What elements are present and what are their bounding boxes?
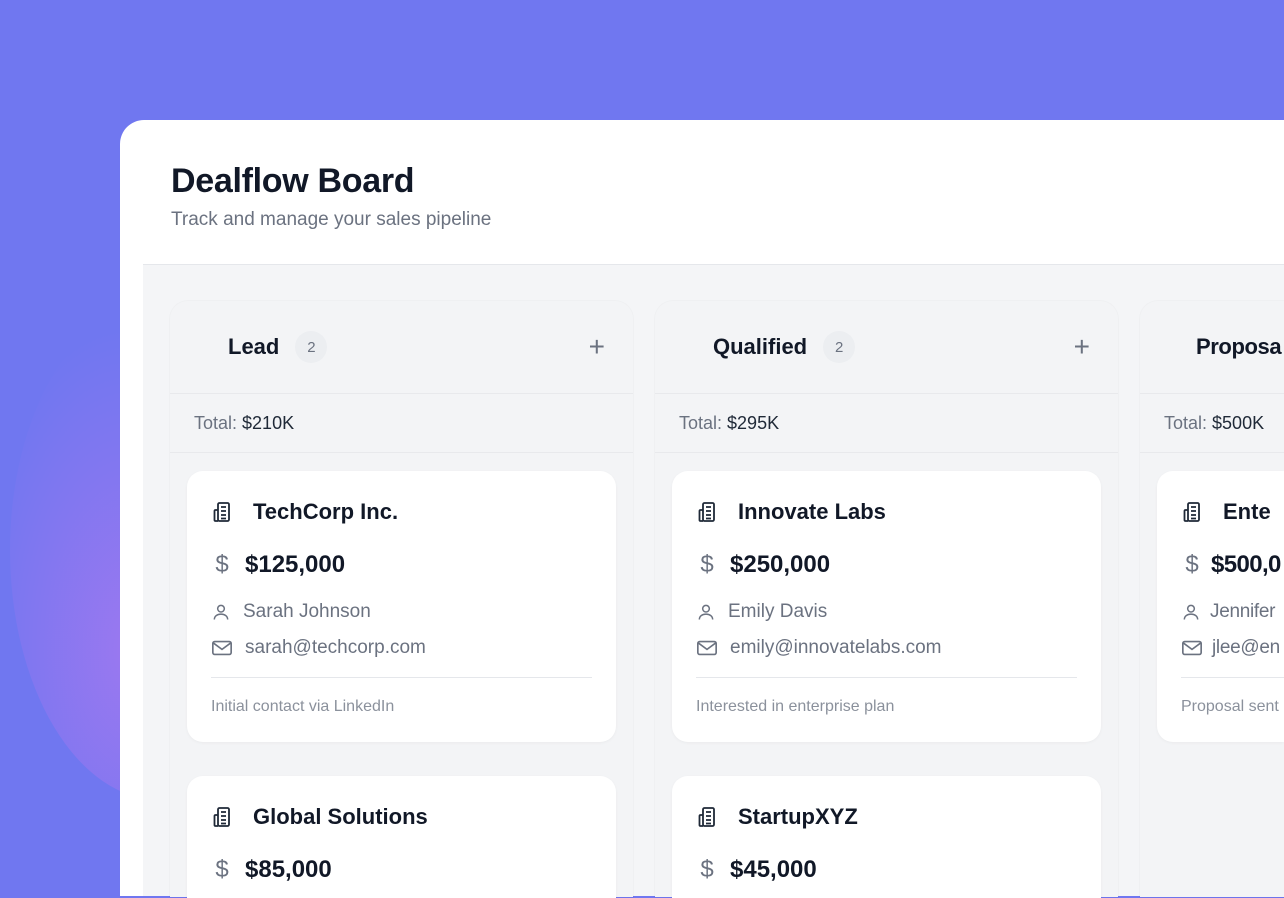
page-header: Dealflow Board Track and manage your sal… (171, 162, 491, 231)
column-title: Qualified (713, 334, 808, 359)
deal-card[interactable]: StartupXYZ $ $45,000 (672, 776, 1101, 898)
company-name: Global Solutions (253, 804, 428, 829)
total-label: Total: (1164, 412, 1208, 433)
column-proposa: Proposa Total: $500K Ente $ $500,0 Jennife… (1140, 301, 1284, 897)
deal-amount: $85,000 (245, 856, 332, 883)
dollar-icon: $ (215, 856, 229, 883)
column-header: Lead 2 + (170, 301, 633, 394)
total-value: $295K (727, 412, 780, 433)
building-icon (211, 805, 235, 829)
column-total: Total: $210K (170, 394, 633, 453)
deal-card[interactable]: Global Solutions $ $85,000 (187, 776, 616, 898)
page-subtitle: Track and manage your sales pipeline (171, 209, 492, 230)
contact-name: Jennifer (1210, 601, 1276, 622)
column-title: Proposa (1196, 334, 1282, 359)
total-value: $500K (1212, 412, 1265, 433)
building-icon (1181, 500, 1205, 524)
total-label: Total: (679, 412, 723, 433)
deal-amount: $45,000 (730, 856, 817, 883)
dollar-icon: $ (700, 551, 714, 578)
add-deal-button[interactable]: + (1073, 331, 1090, 362)
board-panel: Dealflow Board Track and manage your sal… (120, 120, 1284, 898)
contact-name: Emily Davis (728, 601, 828, 622)
page-title: Dealflow Board (171, 162, 415, 200)
deal-amount: $500,0 (1211, 551, 1281, 578)
user-icon (696, 602, 716, 622)
deal-note: Initial contact via LinkedIn (211, 677, 592, 742)
building-icon (696, 500, 720, 524)
total-label: Total: (194, 412, 238, 433)
contact-name: Sarah Johnson (243, 601, 371, 622)
column-total: Total: $295K (655, 394, 1118, 453)
deal-card[interactable]: Innovate Labs $ $250,000 Emily Davis emil… (672, 471, 1101, 742)
user-icon (1181, 602, 1201, 622)
company-name: Innovate Labs (738, 499, 886, 524)
column-header: Qualified 2 + (655, 301, 1118, 394)
deal-card[interactable]: TechCorp Inc. $ $125,000 Sarah Johnson sa… (187, 471, 616, 742)
total-value: $210K (242, 412, 295, 433)
building-icon (211, 500, 235, 524)
company-name: TechCorp Inc. (253, 499, 399, 524)
mail-icon (696, 638, 718, 658)
column-lead: Lead 2 + Total: $210K TechCorp Inc. $ $125… (170, 301, 633, 898)
column-count-badge: 2 (823, 331, 856, 363)
user-icon (211, 602, 231, 622)
column-title: Lead (228, 334, 280, 359)
building-icon (696, 805, 720, 829)
column-qualified: Qualified 2 + Total: $295K Innovate Labs … (655, 301, 1118, 898)
deal-note: Proposal sent (1181, 677, 1284, 742)
dollar-icon: $ (700, 856, 714, 883)
contact-email: jlee@en (1212, 637, 1280, 658)
column-total: Total: $500K (1140, 394, 1284, 453)
deal-amount: $250,000 (730, 551, 831, 578)
deal-card[interactable]: Ente $ $500,0 Jennifer jlee@en Proposal s… (1157, 471, 1284, 742)
mail-icon (1181, 638, 1203, 658)
company-name: StartupXYZ (738, 804, 858, 829)
contact-email: emily@innovatelabs.com (730, 637, 942, 658)
column-count-badge: 2 (295, 331, 328, 363)
company-name: Ente (1223, 499, 1271, 524)
contact-email: sarah@techcorp.com (245, 637, 426, 658)
dollar-icon: $ (215, 551, 229, 578)
add-deal-button[interactable]: + (588, 331, 605, 362)
kanban-board: Lead 2 + Total: $210K TechCorp Inc. $ $125… (143, 264, 1284, 898)
dollar-icon: $ (1185, 551, 1199, 578)
column-header: Proposa (1140, 301, 1284, 394)
deal-amount: $125,000 (245, 551, 346, 578)
mail-icon (211, 638, 233, 658)
deal-note: Interested in enterprise plan (696, 677, 1077, 742)
